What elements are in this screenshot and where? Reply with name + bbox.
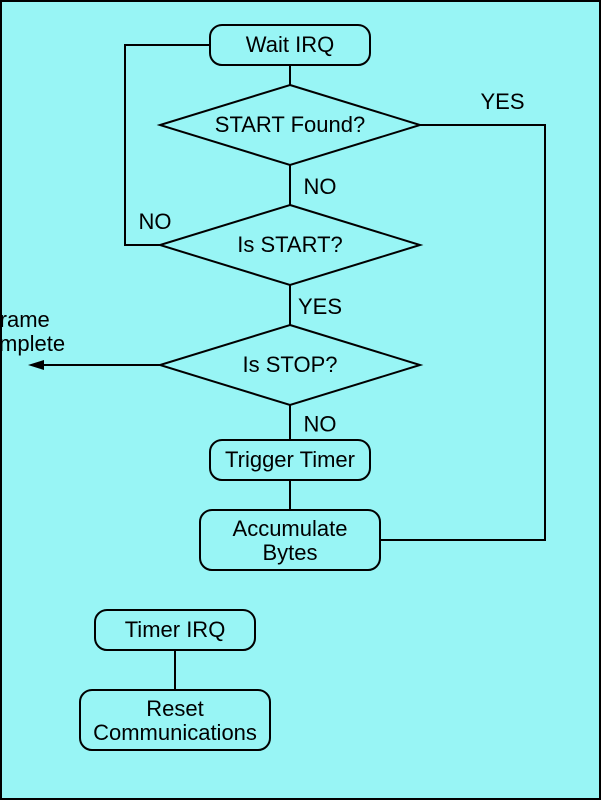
start_found-label: START Found? bbox=[215, 112, 365, 137]
is_start-label: Is START? bbox=[237, 232, 343, 257]
accumulate-label1: Accumulate bbox=[233, 516, 348, 541]
reset_comm-label2: Communications bbox=[93, 720, 257, 745]
svg-text:YES: YES bbox=[480, 89, 524, 114]
timer_irq-label: Timer IRQ bbox=[125, 617, 226, 642]
svg-text:NO: NO bbox=[304, 411, 337, 436]
svg-text:Frame: Frame bbox=[0, 307, 50, 332]
wait_irq-label: Wait IRQ bbox=[246, 32, 334, 57]
svg-text:Complete: Complete bbox=[0, 331, 65, 356]
trigger-label: Trigger Timer bbox=[225, 447, 355, 472]
svg-text:YES: YES bbox=[298, 294, 342, 319]
svg-text:NO: NO bbox=[304, 174, 337, 199]
reset_comm-label1: Reset bbox=[146, 696, 203, 721]
accumulate-label2: Bytes bbox=[262, 540, 317, 565]
svg-text:NO: NO bbox=[139, 209, 172, 234]
is_stop-label: Is STOP? bbox=[243, 352, 338, 377]
